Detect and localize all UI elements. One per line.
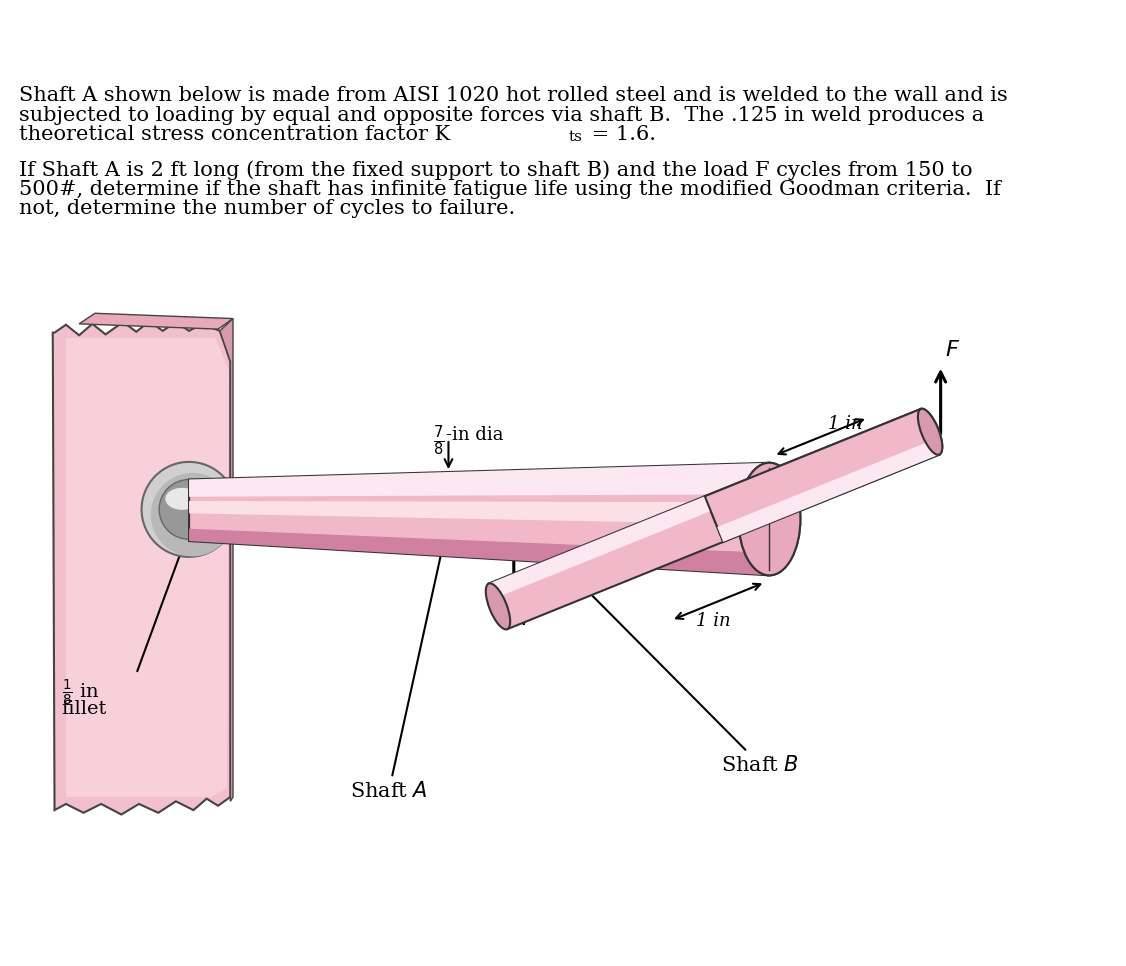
Polygon shape [489,497,711,598]
Polygon shape [189,501,769,525]
Polygon shape [189,528,769,576]
Text: 1 in: 1 in [828,414,863,433]
Ellipse shape [751,482,779,525]
Polygon shape [66,338,229,797]
Ellipse shape [166,488,198,510]
Polygon shape [717,440,939,542]
Polygon shape [53,322,231,814]
Ellipse shape [918,409,942,455]
Ellipse shape [151,473,234,556]
Polygon shape [189,463,769,497]
Ellipse shape [739,463,801,576]
Text: subjected to loading by equal and opposite forces via shaft B.  The .125 in weld: subjected to loading by equal and opposi… [19,105,984,125]
Ellipse shape [921,418,933,437]
Text: $\frac{1}{8}$ in: $\frac{1}{8}$ in [62,678,99,708]
Polygon shape [717,440,939,542]
Polygon shape [189,463,769,576]
Text: $F$: $F$ [945,339,960,361]
Polygon shape [705,409,939,542]
Ellipse shape [142,462,236,556]
Polygon shape [489,497,723,629]
Text: ts: ts [569,130,583,144]
Polygon shape [705,409,939,542]
Text: = 1.6.: = 1.6. [584,126,655,144]
Ellipse shape [751,482,779,525]
Text: 500#, determine if the shaft has infinite fatigue life using the modified Goodma: 500#, determine if the shaft has infinit… [19,180,1001,199]
Polygon shape [220,319,233,802]
Text: fillet: fillet [62,700,107,718]
Text: 1 in: 1 in [697,611,731,630]
Ellipse shape [739,463,801,576]
Text: Shaft A shown below is made from AISI 1020 hot rolled steel and is welded to the: Shaft A shown below is made from AISI 10… [19,86,1008,105]
Text: $\frac{7}{8}$: $\frac{7}{8}$ [432,423,444,458]
Text: If Shaft A is 2 ft long (from the fixed support to shaft B) and the load F cycle: If Shaft A is 2 ft long (from the fixed … [19,160,973,180]
Ellipse shape [485,583,510,630]
Text: Shaft $A$: Shaft $A$ [350,486,458,801]
Text: Shaft $B$: Shaft $B$ [572,575,799,775]
Text: theoretical stress concentration factor K: theoretical stress concentration factor … [19,126,450,144]
Text: -in dia: -in dia [446,426,503,443]
Polygon shape [79,313,233,329]
Text: not, determine the number of cycles to failure.: not, determine the number of cycles to f… [19,199,516,218]
Ellipse shape [159,479,218,539]
Ellipse shape [918,409,942,455]
Text: $F$: $F$ [521,609,536,630]
